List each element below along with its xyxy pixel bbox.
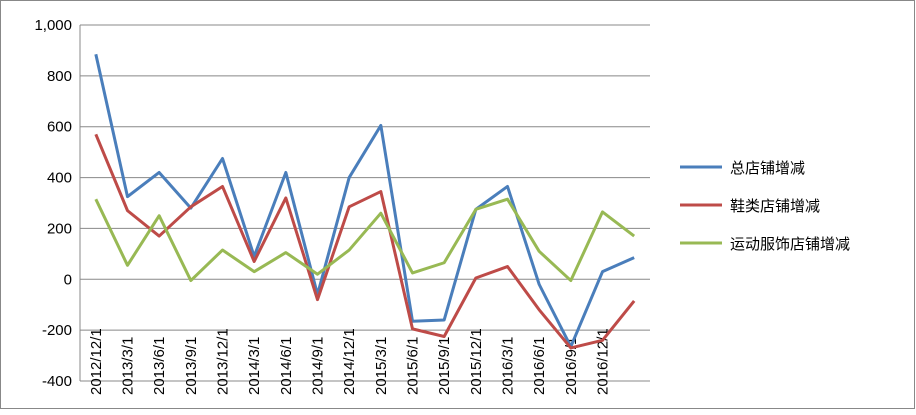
y-tick-label: -400: [42, 373, 72, 390]
x-tick-label: 2013/6/1: [151, 337, 168, 395]
series-line: [94, 53, 635, 349]
x-tick-label: 2014/6/1: [278, 337, 295, 395]
x-tick-label: 2013/12/1: [215, 328, 232, 395]
x-tick-label: 2015/9/1: [436, 337, 453, 395]
series-line: [94, 133, 636, 350]
y-tick-label: 400: [47, 170, 72, 187]
legend-label: 鞋类店铺增减: [730, 198, 820, 215]
series-line: [94, 197, 636, 283]
x-tick-label: 2012/12/1: [88, 328, 105, 395]
y-tick-label: 0: [64, 271, 72, 288]
x-tick-label: 2015/3/1: [373, 337, 390, 395]
x-tick-label: 2014/9/1: [310, 337, 327, 395]
y-tick-label: 600: [47, 119, 72, 136]
x-tick-label: 2014/3/1: [246, 337, 263, 395]
y-tick-label: 200: [47, 220, 72, 237]
x-tick-label: 2016/12/1: [595, 328, 612, 395]
x-tick-label: 2016/3/1: [500, 337, 517, 395]
x-tick-label: 2015/12/1: [468, 328, 485, 395]
x-tick-label: 2016/6/1: [531, 337, 548, 395]
x-tick-label: 2013/3/1: [120, 337, 137, 395]
x-tick-label: 2013/9/1: [183, 337, 200, 395]
y-tick-label: 800: [47, 68, 72, 85]
y-tick-label: 1,000: [34, 17, 72, 34]
legend-label: 运动服饰店铺增减: [730, 236, 850, 253]
x-tick-label: 2015/6/1: [405, 337, 422, 395]
y-tick-label: -200: [42, 322, 72, 339]
x-tick-label: 2014/12/1: [341, 328, 358, 395]
x-tick-label: 2016/9/1: [563, 337, 580, 395]
legend-label: 总店铺增减: [730, 160, 805, 177]
